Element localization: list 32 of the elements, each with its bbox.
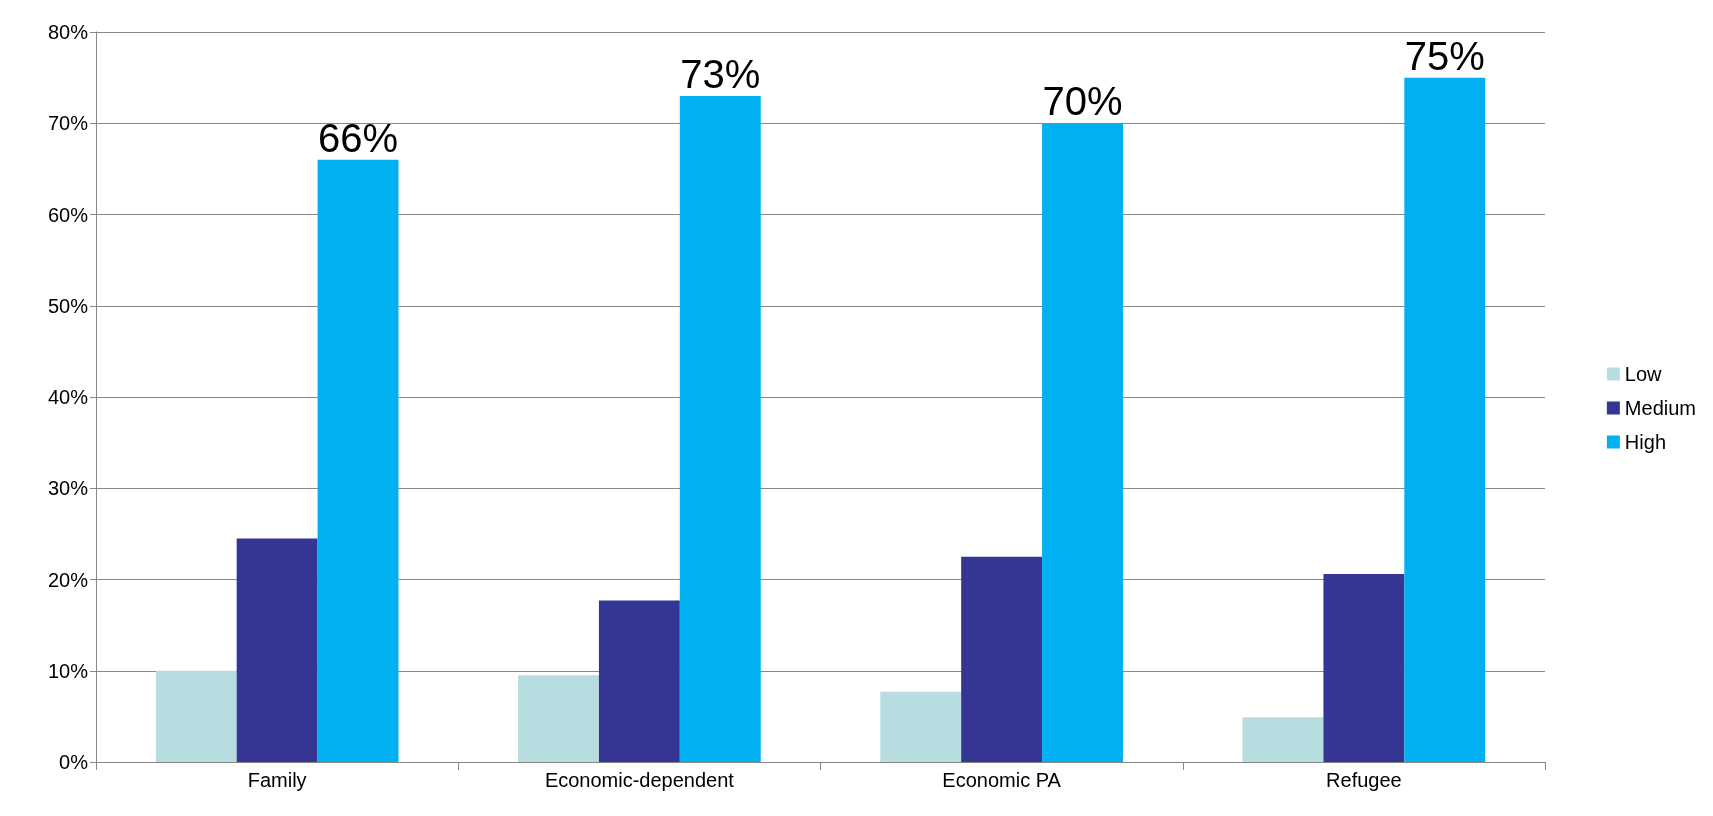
y-tick-label: 50%	[47, 294, 89, 317]
bar	[236, 538, 318, 762]
legend-label: Medium	[1624, 397, 1697, 419]
bar	[679, 95, 761, 762]
bar	[317, 159, 399, 762]
bar	[1323, 574, 1405, 762]
y-tick-label: 40%	[47, 386, 89, 408]
y-tick-label: 80%	[47, 21, 89, 43]
bar	[880, 691, 962, 762]
y-tick-label: 10%	[47, 659, 89, 682]
x-tick-label: Refugee	[1326, 769, 1402, 791]
y-tick-label: 20%	[47, 568, 89, 591]
x-tick-label: Family	[247, 769, 307, 791]
data-label: 75%	[1404, 33, 1485, 78]
y-tick-label: 30%	[47, 477, 89, 500]
legend-label: High	[1624, 431, 1667, 453]
bar	[961, 556, 1043, 762]
x-tick-label: Economic-dependent	[544, 769, 735, 791]
bar	[598, 600, 680, 762]
x-tick-label: Economic PA	[942, 769, 1062, 791]
data-label: 70%	[1042, 79, 1123, 124]
y-tick-label: 70%	[47, 112, 89, 135]
y-tick-label: 60%	[47, 203, 89, 226]
legend-label: Low	[1624, 363, 1663, 385]
data-label: 66%	[318, 115, 399, 160]
bar	[1042, 123, 1123, 762]
bar	[1404, 77, 1486, 762]
y-tick-label: 0%	[59, 751, 89, 773]
data-label: 73%	[680, 51, 761, 96]
bar	[155, 670, 237, 762]
bar	[1242, 717, 1324, 762]
bar	[518, 675, 599, 762]
